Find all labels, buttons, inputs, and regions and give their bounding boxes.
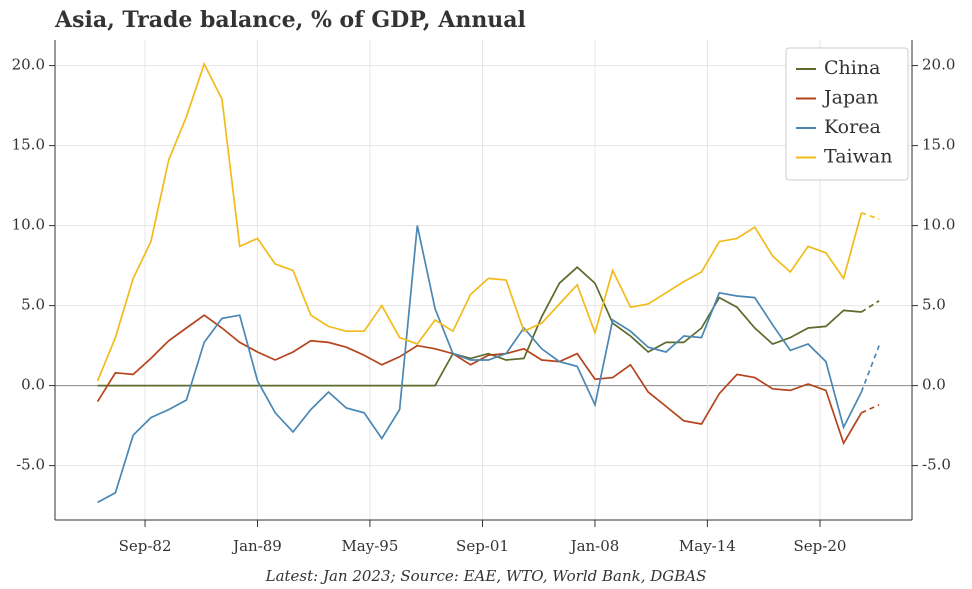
y-tick-label: 0.0: [21, 376, 45, 394]
y2-tick-label: 20.0: [922, 56, 955, 74]
series-line-dashed: [861, 404, 880, 414]
legend-label: China: [824, 57, 880, 79]
series-line-dashed: [860, 300, 880, 313]
legend-label: Korea: [824, 116, 881, 138]
y2-tick-label: 15.0: [922, 136, 955, 154]
y-tick-label: 5.0: [21, 296, 45, 314]
x-tick-label: May-14: [679, 537, 736, 555]
series-line: [97, 266, 862, 387]
y-tick-label: 20.0: [12, 56, 45, 74]
legend-label: Taiwan: [824, 146, 892, 168]
chart-title: Asia, Trade balance, % of GDP, Annual: [54, 7, 526, 33]
y-tick-label: 10.0: [12, 216, 45, 234]
y2-tick-label: 10.0: [922, 216, 955, 234]
legend-box: [785, 47, 909, 181]
y2-tick-label: 0.0: [922, 376, 946, 394]
series-line: [96, 314, 863, 446]
series-line-dashed: [861, 212, 880, 220]
x-tick-label: May-95: [341, 537, 398, 555]
x-tick-label: Sep-82: [119, 537, 172, 555]
x-tick-label: Sep-20: [794, 537, 847, 555]
y-tick-label: 15.0: [12, 136, 45, 154]
x-tick-label: Jan-89: [231, 537, 282, 555]
series-line-dashed: [860, 345, 880, 393]
footnote: Latest: Jan 2023; Source: EAE, WTO, Worl…: [265, 567, 707, 585]
y2-tick-label: 5.0: [922, 296, 946, 314]
series-line: [97, 225, 863, 504]
series-line: [96, 61, 863, 382]
y-tick-label: -5.0: [16, 456, 45, 474]
x-tick-label: Jan-08: [569, 537, 620, 555]
y2-tick-label: -5.0: [922, 456, 951, 474]
x-tick-label: Sep-01: [456, 537, 509, 555]
legend-label: Japan: [822, 87, 879, 109]
